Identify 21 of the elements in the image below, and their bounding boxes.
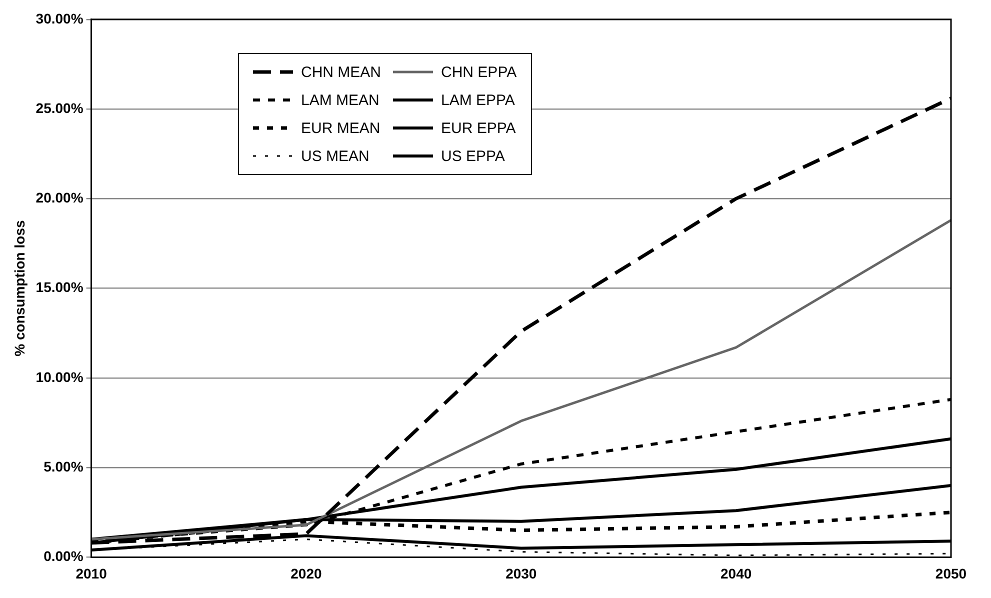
y-tick-label: 30.00%	[36, 10, 84, 26]
y-tick-label: 5.00%	[44, 458, 84, 474]
legend-label: CHN MEAN	[301, 64, 382, 80]
legend-label: EUR EPPA	[441, 120, 516, 136]
y-axis-title: % consumption loss	[11, 220, 28, 356]
x-tick-label: 2050	[935, 565, 967, 582]
legend-label: CHN EPPA	[441, 64, 517, 80]
x-tick-label: 2030	[506, 565, 537, 582]
x-tick-label: 2010	[76, 565, 108, 582]
x-tick-label: 2040	[720, 565, 752, 582]
legend-label: EUR MEAN	[301, 120, 380, 136]
legend-label: US MEAN	[301, 148, 370, 164]
legend-label: LAM EPPA	[441, 92, 515, 108]
y-tick-label: 25.00%	[36, 100, 84, 116]
y-tick-label: 20.00%	[36, 190, 84, 206]
y-tick-label: 0.00%	[44, 548, 84, 564]
x-tick-label: 2020	[290, 565, 322, 582]
legend-label: US EPPA	[441, 148, 505, 164]
y-tick-label: 10.00%	[36, 368, 84, 385]
legend-label: LAM MEAN	[301, 92, 380, 108]
y-tick-label: 15.00%	[36, 279, 84, 296]
